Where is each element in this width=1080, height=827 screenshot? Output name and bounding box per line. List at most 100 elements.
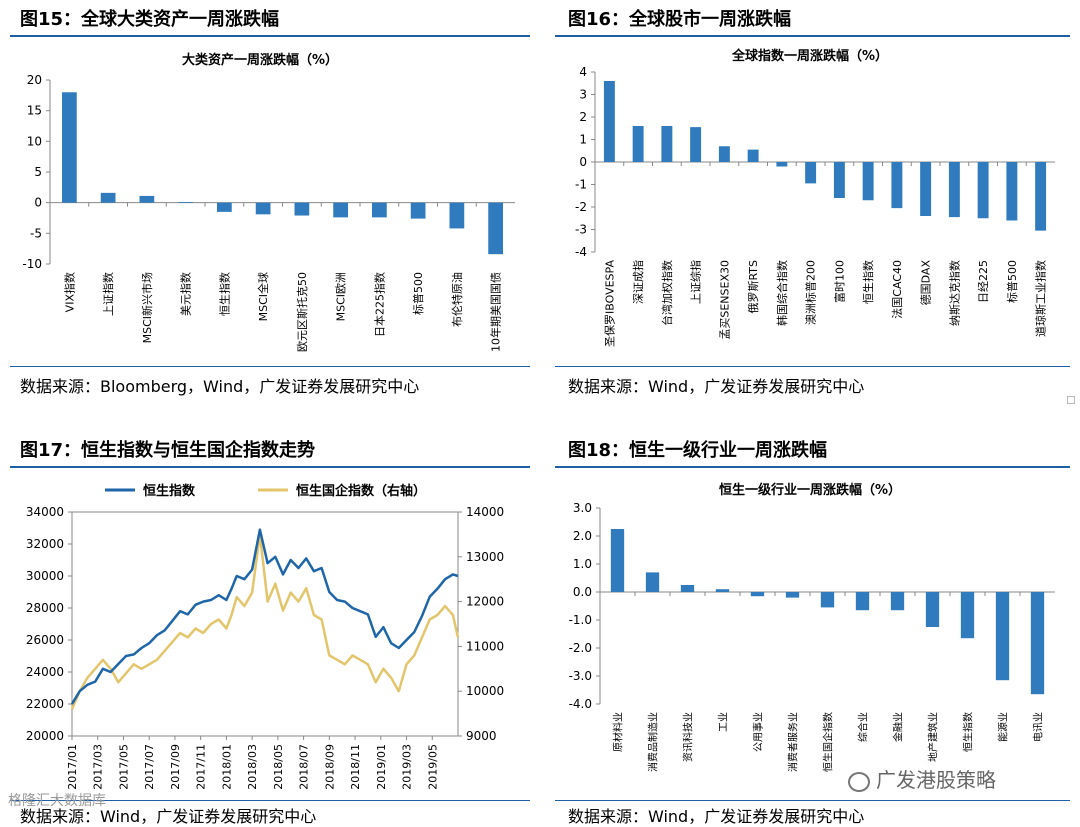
fig18-category-label: 消费品制造业 <box>647 712 660 772</box>
watermark-right-text: 广发港股策略 <box>876 768 996 792</box>
fig18-bar <box>1030 592 1045 695</box>
fig18-ytick-label: 1.0 <box>573 557 592 571</box>
fig15-category-label: 恒生指数 <box>217 272 231 316</box>
fig16-category-label: 圣保罗IBOVESPA <box>602 260 616 347</box>
fig16-category-label: 台湾加权指数 <box>660 260 674 326</box>
fig15-bar <box>294 202 310 216</box>
fig15-source: 数据来源：Bloomberg，Wind，广发证券发展研究中心 <box>20 377 420 396</box>
fig15-top-rule <box>10 35 530 37</box>
fig18-category-label: 资讯科技业 <box>682 712 695 762</box>
fig15-ytick-label: 5 <box>34 165 42 179</box>
fig17-left-tick-label: 34000 <box>26 505 64 519</box>
fig18-category-label: 金融业 <box>892 712 905 742</box>
fig18-bar <box>925 592 940 627</box>
fig15-chart-title: 大类资产一周涨跌幅（%） <box>182 52 338 68</box>
fig18-bar <box>855 592 870 611</box>
wechat-icon <box>848 771 870 792</box>
fig16-bar <box>805 162 817 184</box>
fig15-ytick-label: 15 <box>27 104 42 118</box>
fig16-source: 数据来源：Wind，广发证券发展研究中心 <box>568 377 865 396</box>
fig15-bar <box>139 195 155 203</box>
fig17-legend-label: 恒生指数 <box>143 483 196 499</box>
fig15-ytick-label: -5 <box>30 226 42 240</box>
fig18-chart: 恒生一级行业一周涨跌幅（%） 3.0 2.0 1.0 0.0 -1.0 -2.0 -3.0 -4… <box>569 482 1055 772</box>
fig17-right-tick-label: 12000 <box>466 595 504 609</box>
fig16-category-label: 日经225 <box>977 260 990 303</box>
fig15-ytick-label: -10 <box>22 257 42 271</box>
fig15-ytick-label: 20 <box>27 73 42 87</box>
fig18-category-label: 地产建筑业 <box>927 712 940 762</box>
fig18-bar <box>785 592 800 598</box>
fig18-ytick-label: -4.0 <box>569 697 592 711</box>
fig17-plot-frame <box>71 511 459 737</box>
fig18-chart-title: 恒生一级行业一周涨跌幅（%） <box>719 482 901 498</box>
fig18-ytick-label: -2.0 <box>569 641 592 655</box>
fig16-category-label: 孟买SENSEX30 <box>718 260 731 340</box>
fig18-ytick-label: 0.0 <box>573 585 592 599</box>
fig16-ytick-label: -1 <box>575 178 587 192</box>
fig16-bar <box>1035 162 1047 231</box>
fig17-bottom-rule <box>10 800 530 801</box>
fig15-bar <box>333 202 348 218</box>
fig16-ytick-label: -3 <box>575 223 587 237</box>
fig17-chart: 恒生指数 恒生国企指数（右轴） 34000 32000 30000 28000 26000 2… <box>26 483 504 790</box>
fig16-bar <box>776 162 788 167</box>
fig18-ytick-label: 3.0 <box>573 501 592 515</box>
fig15-category-label: 欧元区斯托克50 <box>295 272 309 352</box>
fig18-category-label: 原材料业 <box>612 712 625 752</box>
fig16-bar <box>718 146 730 162</box>
fig18-bar <box>820 592 835 608</box>
fig18-bar <box>715 589 730 592</box>
fig16-ytick-label: -4 <box>575 245 587 259</box>
fig16-top-rule <box>555 35 1070 37</box>
fig16-ytick-label: 0 <box>579 155 587 169</box>
fig18-category-label: 电讯业 <box>1032 712 1045 742</box>
fig17-left-tick-label: 32000 <box>26 537 64 551</box>
fig17-xtick-label: 2018/09 <box>323 744 336 790</box>
fig15-category-label: MSCI全球 <box>256 272 270 321</box>
fig16-chart: 全球指数一周涨跌幅（%） 4 3 2 1 0 -1 -2 -3 -4 圣保罗IBOVESPA 深证成指… <box>575 48 1055 347</box>
fig15-title: 图15：全球大类资产一周涨跌幅 <box>20 9 280 30</box>
fig16-category-label: 法国CAC40 <box>890 260 904 319</box>
fig15-category-label: 日本225指数 <box>372 272 386 337</box>
fig15-ytick-label: 0 <box>34 196 42 210</box>
fig17-top-rule <box>10 466 530 468</box>
fig18-bar <box>645 572 660 592</box>
fig17-line-hs <box>70 528 459 705</box>
fig18-category-label: 公用事业 <box>752 712 765 752</box>
fig15-bar <box>488 202 503 255</box>
fig16-category-label: 俄罗斯RTS <box>747 260 760 314</box>
fig15-bar <box>372 202 387 218</box>
fig17-left-tick-label: 20000 <box>26 729 64 743</box>
fig17-xtick-label: 2017/07 <box>143 744 156 790</box>
fig15-bar <box>100 192 116 203</box>
fig16-category-label: 深证成指 <box>631 260 645 304</box>
fig17-xtick-label: 2019/05 <box>426 744 439 790</box>
fig16-category-label: 韩国综合指数 <box>775 260 789 326</box>
fig18-category-label: 工业 <box>718 712 730 732</box>
fig16-bar <box>862 162 874 201</box>
fig17-left-tick-label: 26000 <box>26 633 64 647</box>
fig15-category-label: MSCI新兴市场 <box>140 272 154 343</box>
fig18-category-label: 综合业 <box>857 712 870 742</box>
fig17-xtick-label: 2018/01 <box>220 744 233 790</box>
fig16-bar <box>833 162 845 198</box>
fig17-right-tick-label: 14000 <box>466 505 504 519</box>
fig17-right-tick-label: 9000 <box>466 729 497 743</box>
fig17-xtick-label: 2017/11 <box>195 744 208 790</box>
fig18-bar <box>750 592 765 597</box>
fig17-left-tick-label: 22000 <box>26 697 64 711</box>
fig17-left-tick-label: 28000 <box>26 601 64 615</box>
fig18-bar <box>890 592 905 611</box>
fig15-category-label: 美元指数 <box>179 272 193 316</box>
fig16-bar <box>1006 162 1018 221</box>
fig18-category-label: 恒生国企指数 <box>822 712 835 772</box>
fig15-category-label: 上证指数 <box>101 272 115 316</box>
fig17-legend-label: 恒生国企指数（右轴） <box>296 483 426 499</box>
fig18-bar <box>680 585 695 592</box>
fig17-source: 数据来源：Wind，广发证券发展研究中心 <box>20 807 317 826</box>
fig16-chart-title: 全球指数一周涨跌幅（%） <box>731 48 888 64</box>
fig16-ytick-label: 1 <box>579 133 587 147</box>
fig18-source: 数据来源：Wind，广发证券发展研究中心 <box>568 807 865 826</box>
fig18-ytick-label: -1.0 <box>569 613 592 627</box>
